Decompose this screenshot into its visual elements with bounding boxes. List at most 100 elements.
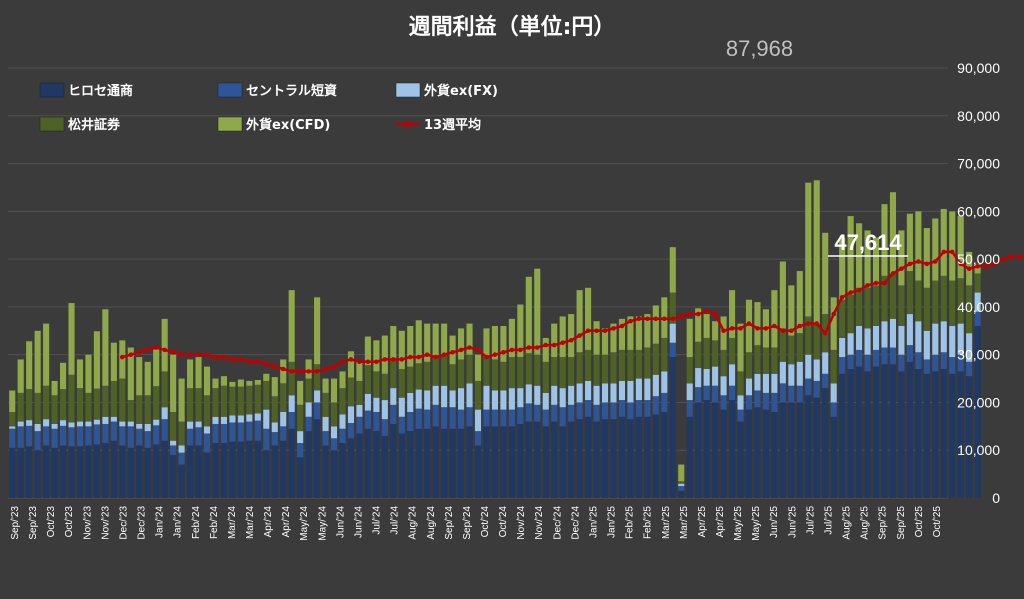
x-tick-label: Mar/'24 (245, 506, 256, 539)
bar-segment-5 (26, 341, 33, 390)
x-tick-label: Mar/'25 (661, 506, 672, 539)
y-tick-label: 10,000 (957, 442, 1000, 458)
bar-segment-4 (661, 337, 668, 372)
moving-average-point (416, 354, 422, 360)
moving-average-point (822, 330, 828, 336)
bar-segment-1 (381, 435, 388, 498)
bar-segment-5 (576, 290, 583, 353)
bar-segment-3 (34, 423, 41, 432)
legend-swatch (395, 82, 421, 98)
bar-segment-2 (966, 361, 973, 377)
bar-segment-5 (136, 357, 143, 396)
bar-segment-5 (542, 337, 549, 362)
x-tick-label: Dec/'23 (119, 506, 130, 540)
bar-segment-2 (695, 387, 702, 403)
bar-segment-4 (432, 357, 439, 386)
bar-segment-4 (449, 364, 456, 391)
bar-segment-3 (110, 416, 117, 422)
legend-swatch (217, 82, 243, 98)
bar-segment-3 (407, 392, 414, 412)
moving-average-point (230, 357, 235, 362)
bar-segment-4 (144, 395, 151, 424)
bar-segment-2 (297, 443, 304, 458)
bar-segment-5 (119, 340, 126, 379)
bar-segment-3 (203, 426, 211, 434)
bar-segment-4 (669, 292, 676, 324)
moving-average-point (306, 369, 311, 374)
bar-segment-3 (9, 426, 16, 429)
bar-segment-2 (76, 426, 84, 447)
bar-segment-5 (441, 323, 448, 355)
bar-segment-2 (923, 359, 930, 374)
bar-segment-5 (458, 328, 465, 360)
bar-segment-2 (796, 385, 803, 403)
bar-segment-4 (322, 392, 329, 417)
bar-segment-1 (652, 414, 659, 498)
bar-segment-3 (923, 330, 930, 360)
y-tick-label: 60,000 (957, 203, 1000, 219)
x-tick-label: May/'24 (317, 506, 328, 541)
bar-segment-5 (568, 314, 575, 358)
x-tick-label: Jul/'24 (390, 506, 401, 535)
moving-average-point (450, 350, 455, 355)
bar-segment-5 (678, 464, 685, 482)
bar-segment-5 (339, 371, 346, 389)
bar-segment-3 (745, 378, 753, 396)
x-tick-label: Oct/'25 (914, 506, 925, 538)
bar-segment-5 (237, 379, 244, 387)
x-tick-label: Oct/'24 (480, 506, 491, 538)
bar-segment-3 (314, 390, 321, 403)
moving-average-point (636, 316, 642, 322)
bar-segment-3 (508, 388, 515, 410)
bar-segment-3 (339, 414, 346, 429)
bar-segment-4 (839, 299, 846, 338)
bar-segment-3 (51, 423, 58, 429)
moving-average-point (772, 323, 777, 329)
bar-segment-5 (712, 321, 719, 341)
bar-segment-3 (415, 389, 422, 409)
bar-segment-4 (424, 361, 431, 391)
bar-segment-3 (813, 359, 820, 381)
bar-segment-3 (796, 361, 803, 386)
moving-average-point (789, 328, 794, 334)
bar-segment-4 (864, 287, 871, 329)
bar-segment-3 (822, 352, 829, 374)
bar-segment-2 (9, 428, 16, 448)
bar-segment-2 (610, 402, 617, 420)
bar-segment-4 (881, 275, 888, 322)
bar-segment-4 (390, 359, 397, 389)
bar-segment-3 (652, 374, 659, 397)
bar-segment-1 (110, 440, 117, 498)
bar-segment-5 (187, 359, 194, 389)
bar-segment-1 (330, 450, 338, 498)
bar-segment-3 (17, 421, 24, 427)
bar-segment-4 (93, 388, 100, 420)
bar-segment-5 (593, 321, 600, 355)
bar-segment-4 (51, 395, 58, 424)
bar-segment-5 (203, 366, 211, 396)
bar-segment-5 (297, 380, 304, 405)
bar-segment-4 (898, 285, 905, 326)
bar-segment-1 (474, 445, 482, 498)
bar-segment-4 (491, 359, 498, 391)
x-tick-label: Sep/'25 (896, 506, 907, 540)
bar-segment-5 (364, 336, 371, 366)
bar-segment-4 (381, 373, 388, 401)
bar-segment-2 (703, 385, 710, 401)
x-tick-label: Dec/'24 (570, 506, 581, 540)
bar-segment-4 (9, 412, 16, 427)
bar-segment-4 (635, 349, 642, 379)
moving-average-point (899, 266, 904, 272)
bar-segment-1 (364, 428, 371, 498)
moving-average-point (323, 366, 328, 372)
x-tick-label: Sep/'23 (10, 506, 21, 540)
bar-segment-3 (449, 390, 456, 408)
bar-segment-2 (644, 400, 651, 417)
bar-segment-3 (864, 328, 871, 355)
bar-segment-1 (847, 369, 854, 498)
bar-segment-2 (932, 354, 939, 372)
bar-segment-3 (695, 368, 702, 388)
x-tick-label: Jun/'24 (335, 506, 346, 538)
bar-segment-1 (51, 447, 58, 498)
bar-segment-2 (195, 427, 202, 446)
